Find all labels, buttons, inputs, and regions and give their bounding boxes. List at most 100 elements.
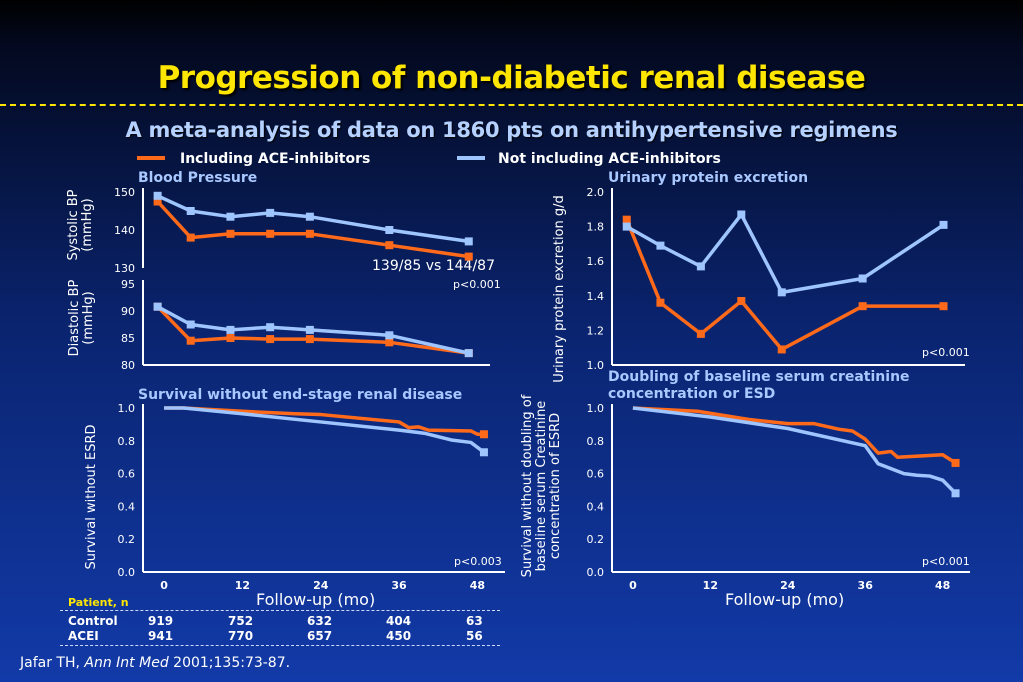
xtick-label-survival: 12	[235, 579, 250, 592]
title-divider	[0, 104, 1023, 106]
ytick-label-protein: 1.6	[587, 255, 605, 268]
ytick-label-systolic: 140	[114, 224, 135, 237]
series-marker-systolic-noace	[153, 191, 162, 200]
citation-journal: Ann Int Med	[84, 655, 169, 671]
ytick-label-systolic: 130	[114, 262, 135, 275]
ytick-label-doubling: 1.0	[587, 402, 605, 415]
series-marker-systolic-noace	[266, 208, 275, 217]
series-marker-protein-noace	[696, 262, 705, 271]
series-marker-diastolic-noace	[186, 320, 195, 329]
series-marker-protein-noace	[656, 241, 665, 250]
ytick-label-protein: 1.0	[587, 359, 605, 372]
patient-cell: 752	[228, 614, 254, 628]
series-marker-diastolic-noace	[153, 302, 162, 311]
xtick-label-doubling: 36	[858, 579, 874, 592]
ytick-label-doubling: 0.0	[587, 566, 605, 579]
ytick-label-survival: 0.4	[118, 500, 136, 513]
patient-cell: 63	[466, 614, 483, 628]
ytick-label-doubling: 0.6	[587, 468, 605, 481]
series-marker-protein-ace	[656, 298, 665, 307]
xtick-label-survival: 24	[313, 579, 329, 592]
series-marker-systolic-ace	[266, 229, 275, 238]
series-marker-protein-ace	[777, 345, 786, 354]
ytick-label-doubling: 0.2	[587, 533, 605, 546]
series-marker-protein-noace	[939, 220, 948, 229]
ytick-label-survival: 1.0	[118, 402, 136, 415]
series-marker-diastolic-ace	[186, 336, 195, 345]
pvalue-protein: p<0.001	[922, 346, 970, 359]
series-marker-systolic-noace	[186, 207, 195, 215]
patient-cell: 941	[148, 629, 174, 643]
patient-cell: 450	[386, 629, 412, 643]
ytick-label-diastolic: 95	[121, 278, 135, 291]
xtick-label-doubling: 12	[703, 579, 718, 592]
series-marker-survival-noace	[479, 448, 488, 457]
ytick-label-systolic: 150	[114, 186, 135, 199]
series-marker-protein-noace	[858, 274, 867, 283]
series-marker-systolic-noace	[305, 212, 314, 221]
ytick-label-doubling: 0.8	[587, 435, 605, 448]
series-marker-systolic-ace	[305, 229, 314, 238]
ytick-label-survival: 0.8	[118, 435, 136, 448]
series-marker-diastolic-noace	[266, 323, 275, 332]
series-marker-diastolic-ace	[385, 338, 394, 347]
series-marker-diastolic-noace	[464, 349, 473, 358]
ytick-label-diastolic: 80	[121, 359, 135, 372]
page-subtitle: A meta-analysis of data on 1860 pts on a…	[125, 118, 898, 142]
series-marker-systolic-ace	[464, 252, 473, 261]
xlabel-doubling: Follow-up (mo)	[725, 590, 845, 609]
ytick-label-diastolic: 90	[121, 305, 135, 318]
series-line-protein-ace	[625, 219, 944, 352]
series-marker-protein-ace	[696, 329, 705, 338]
panel-title-doubling-creatinine: Doubling of baseline serum creatinine co…	[608, 369, 910, 402]
series-line-doubling-noace	[632, 406, 957, 495]
xtick-label-survival: 0	[160, 579, 168, 592]
panel-title-urinary-protein: Urinary protein excretion	[608, 170, 809, 186]
series-marker-diastolic-noace	[226, 325, 235, 334]
series-line-survival-ace	[164, 406, 484, 436]
series-marker-diastolic-ace	[226, 334, 235, 342]
series-marker-systolic-ace	[186, 233, 195, 242]
citation-authors: Jafar TH,	[20, 655, 80, 671]
bp-annotation: 139/85 vs 144/87	[372, 258, 495, 274]
ytick-label-survival: 0.2	[118, 533, 136, 546]
xtick-label-doubling: 48	[935, 579, 950, 592]
xlabel-survival: Follow-up (mo)	[256, 590, 376, 609]
ytick-label-protein: 2.0	[587, 186, 605, 199]
xtick-label-doubling: 24	[780, 579, 796, 592]
panel-title-survival-esrd: Survival without end-stage renal disease	[138, 387, 463, 403]
xtick-label-doubling: 0	[629, 579, 637, 592]
patient-cell: 56	[466, 629, 483, 643]
legend-swatch-noace	[457, 156, 485, 160]
series-marker-systolic-noace	[464, 237, 473, 246]
ytick-label-survival: 0.0	[118, 566, 136, 579]
ytick-label-diastolic: 85	[121, 332, 135, 345]
ytick-label-protein: 1.2	[587, 324, 605, 337]
patient-cell: 657	[307, 629, 333, 643]
ytick-label-doubling: 0.4	[587, 500, 605, 513]
patient-cell: 919	[148, 614, 174, 628]
series-line-survival-noace	[164, 406, 485, 454]
patient-cell: 770	[228, 629, 254, 643]
ytick-label-protein: 1.4	[587, 290, 605, 303]
pvalue-doubling: p<0.001	[922, 555, 970, 568]
patient-table-divider-bottom	[60, 645, 500, 646]
series-marker-systolic-noace	[385, 226, 394, 234]
panel-title-blood-pressure: Blood Pressure	[138, 170, 258, 186]
legend-swatch-ace	[137, 156, 165, 160]
page-title: Progression of non-diabetic renal diseas…	[157, 60, 866, 96]
series-marker-protein-ace	[737, 296, 746, 305]
series-marker-doubling-noace	[951, 489, 960, 498]
series-marker-systolic-noace	[226, 212, 235, 221]
series-line-doubling-ace	[632, 406, 957, 465]
series-marker-systolic-ace	[226, 229, 235, 238]
pvalue-diastolic: p<0.001	[453, 278, 501, 291]
series-marker-protein-noace	[737, 210, 746, 219]
series-marker-protein-ace	[858, 302, 867, 311]
xtick-label-survival: 36	[391, 579, 407, 592]
ytick-label-protein: 1.8	[587, 221, 605, 234]
patient-table-header: Patient, n	[68, 596, 129, 609]
citation-ref: 2001;135:73-87.	[173, 655, 291, 671]
series-marker-diastolic-ace	[266, 335, 275, 344]
patient-row-control-label: Control	[68, 614, 118, 628]
